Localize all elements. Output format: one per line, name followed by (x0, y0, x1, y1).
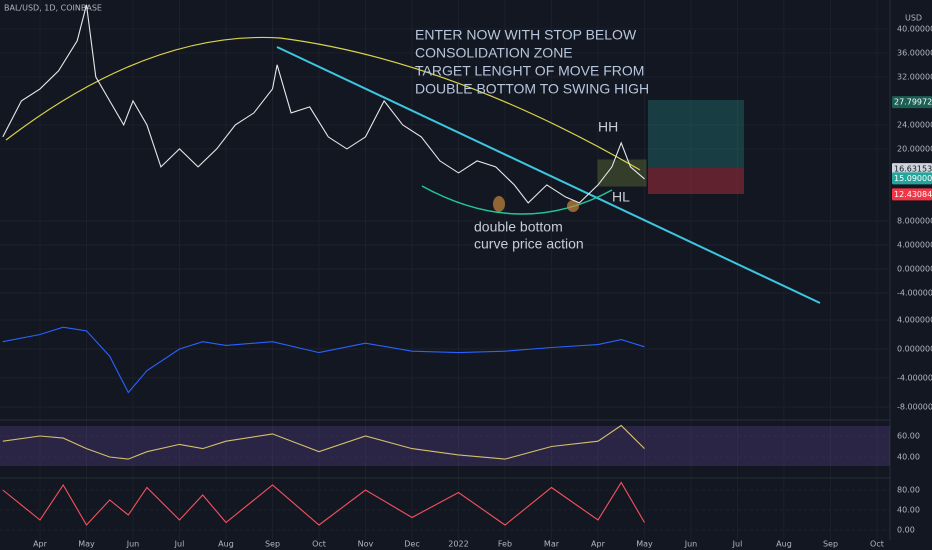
annotation: double bottom (474, 219, 563, 235)
y-tick-label: 0.00000000 (897, 344, 932, 353)
trend-line (276, 46, 821, 304)
x-tick-label: Jun (126, 540, 140, 549)
x-tick-label: Aug (218, 540, 234, 549)
annotation: ENTER NOW WITH STOP BELOW (415, 27, 637, 43)
price-badge-label: 16.63153608 (894, 165, 932, 174)
price-line (2, 481, 645, 526)
annotation: CONSOLIDATION ZONE (415, 45, 573, 61)
price-badge (892, 163, 932, 176)
price-badge (892, 96, 932, 109)
bottom-marker (493, 196, 505, 212)
x-tick-label: Nov (358, 540, 374, 549)
annotation: HL (612, 189, 630, 205)
x-tick-label: Aug (776, 540, 792, 549)
y-tick-label: -4.00000000 (897, 288, 932, 297)
y-tick-label: 40.00 (897, 506, 920, 515)
target-zone (648, 100, 744, 168)
x-tick-label: Feb (498, 540, 512, 549)
y-tick-label: 80.00 (897, 486, 920, 495)
y-tick-label: 36.00000000 (897, 48, 932, 57)
x-tick-label: Dec (404, 540, 419, 549)
price-badge (892, 172, 932, 185)
annotation: TARGET LENGHT OF MOVE FROM (415, 63, 644, 79)
price-line (2, 326, 645, 394)
y-tick-label: 4.00000000 (897, 316, 932, 325)
y-tick-label: 0.00 (897, 526, 915, 535)
annotation: HH (598, 119, 618, 135)
y-tick-label: 4.00000000 (897, 240, 932, 249)
x-tick-label: Sep (823, 540, 838, 549)
y-tick-label: 24.00000000 (897, 120, 932, 129)
curve (421, 185, 613, 215)
y-tick-label: 0.00000000 (897, 264, 932, 273)
y-tick-label: 40.00 (897, 452, 920, 461)
price-badge-label: 12.43084543 (894, 190, 932, 199)
y-tick-label: 60.00 (897, 431, 920, 440)
annotation: DOUBLE BOTTOM TO SWING HIGH (415, 81, 649, 97)
price-badge-label: 15.09000000 (894, 174, 932, 183)
bottom-marker (567, 200, 579, 212)
annotation: curve price action (474, 236, 584, 252)
x-tick-label: Apr (33, 540, 48, 549)
y-tick-label: 40.00000000 (897, 24, 932, 33)
currency: USD (905, 14, 922, 23)
y-tick-label: 20.00000000 (897, 144, 932, 153)
x-tick-label: Oct (312, 540, 326, 549)
stop-zone (648, 168, 744, 194)
x-tick-label: Jul (732, 540, 743, 549)
x-tick-label: May (78, 540, 95, 549)
y-tick-label: 32.00000000 (897, 72, 932, 81)
consolidation-box (597, 159, 647, 187)
x-tick-label: Apr (591, 540, 606, 549)
x-tick-label: Oct (870, 540, 884, 549)
x-tick-label: Mar (544, 540, 560, 549)
price-line (2, 424, 645, 460)
rsi-band (0, 426, 890, 466)
x-tick-label: Jun (684, 540, 698, 549)
y-tick-label: -4.00000000 (897, 373, 932, 382)
y-tick-label: 8.00000000 (897, 216, 932, 225)
price-badge (892, 188, 932, 201)
x-tick-label: May (636, 540, 653, 549)
x-tick-label: 2022 (448, 540, 468, 549)
price-line (2, 4, 645, 204)
moving-average (5, 36, 641, 171)
grid (0, 0, 890, 540)
price-badge-label: 27.79972585 (894, 98, 932, 107)
x-tick-label: Jul (174, 540, 185, 549)
x-tick-label: Sep (265, 540, 280, 549)
symbol-title: BAL/USD, 1D, COINBASE (4, 4, 102, 13)
y-tick-label: -8.00000000 (897, 402, 932, 411)
